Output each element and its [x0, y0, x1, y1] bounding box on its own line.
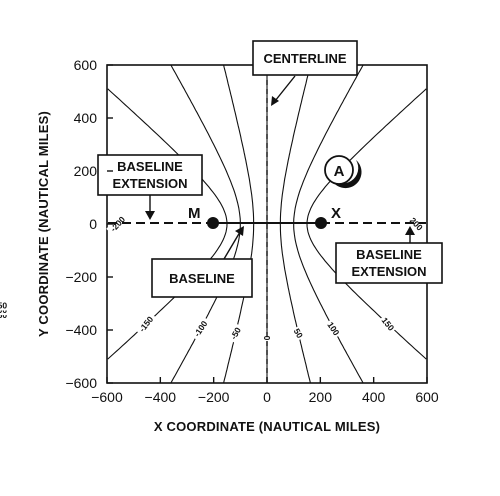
baseline-extension-left-callout: BASELINE EXTENSION: [97, 154, 203, 220]
baseline-callout-text: BASELINE: [169, 271, 235, 286]
secondary-station-label: X: [331, 205, 341, 222]
contour-label-background: [226, 323, 245, 344]
centerline-callout: CENTERLINE: [252, 40, 358, 106]
y-tick-label: −400: [65, 322, 97, 338]
contour-label-background: [262, 334, 272, 342]
master-station-label: M: [188, 205, 201, 222]
x-tick-label: 0: [263, 389, 271, 405]
baseline-extension-left-line1: BASELINE: [117, 159, 183, 174]
fix-point-label: A: [334, 163, 345, 180]
contour-labels: -350-300-250-200-150-100-500501001502002…: [0, 212, 426, 344]
fix-point-shadow: [330, 160, 362, 189]
y-tick-label: −600: [65, 375, 97, 391]
y-tick-label: 600: [74, 57, 98, 73]
contour-label-background: [106, 212, 130, 236]
baseline-extension-left-line2: EXTENSION: [112, 176, 187, 191]
x-axis-title: X COORDINATE (NAUTICAL MILES): [154, 419, 380, 434]
x-tick-label: 600: [415, 389, 439, 405]
y-axis-title: Y COORDINATE (NAUTICAL MILES): [36, 111, 51, 337]
baseline-arrow-icon: [235, 226, 244, 236]
x-tick-label: 200: [309, 389, 333, 405]
axis-ticks: −600 −400 −200 0 200 400 600 600 400 200 0 −200 −400…: [65, 57, 438, 405]
contour-label: 0: [262, 336, 272, 341]
contour-label-background: [190, 316, 212, 341]
master-station-marker: [207, 217, 219, 229]
contour-label-background: [378, 314, 398, 335]
contour-label-background: [406, 214, 426, 234]
fix-point-circle: [324, 155, 354, 185]
baseline-extension-right-arrow-icon: [405, 226, 415, 235]
contour-label: 350: [0, 300, 7, 310]
baseline-extension-right-line2: EXTENSION: [351, 264, 426, 279]
secondary-station-marker: [315, 217, 327, 229]
y-tick-label: 200: [74, 163, 98, 179]
y-tick-label: −200: [65, 269, 97, 285]
centerline-arrow-icon: [271, 96, 279, 106]
x-tick-label: −600: [91, 389, 123, 405]
baseline-callout: BASELINE: [151, 226, 253, 298]
contour-label-background: [0, 300, 18, 311]
baseline-extension-right-line1: BASELINE: [356, 247, 422, 262]
y-tick-label: 400: [74, 110, 98, 126]
x-tick-label: 400: [362, 389, 386, 405]
baseline-extension-left-arrow-icon: [145, 211, 155, 220]
baseline-extension-right-callout: BASELINE EXTENSION: [335, 226, 443, 284]
contour-label-background: [135, 312, 158, 337]
x-tick-label: −200: [198, 389, 230, 405]
centerline-callout-text: CENTERLINE: [263, 51, 346, 66]
y-tick-label: 0: [89, 216, 97, 232]
x-tick-label: −400: [145, 389, 177, 405]
contour-label: 50: [292, 327, 305, 340]
contour-label-background: [324, 318, 343, 339]
contour-label-background: [290, 325, 306, 342]
